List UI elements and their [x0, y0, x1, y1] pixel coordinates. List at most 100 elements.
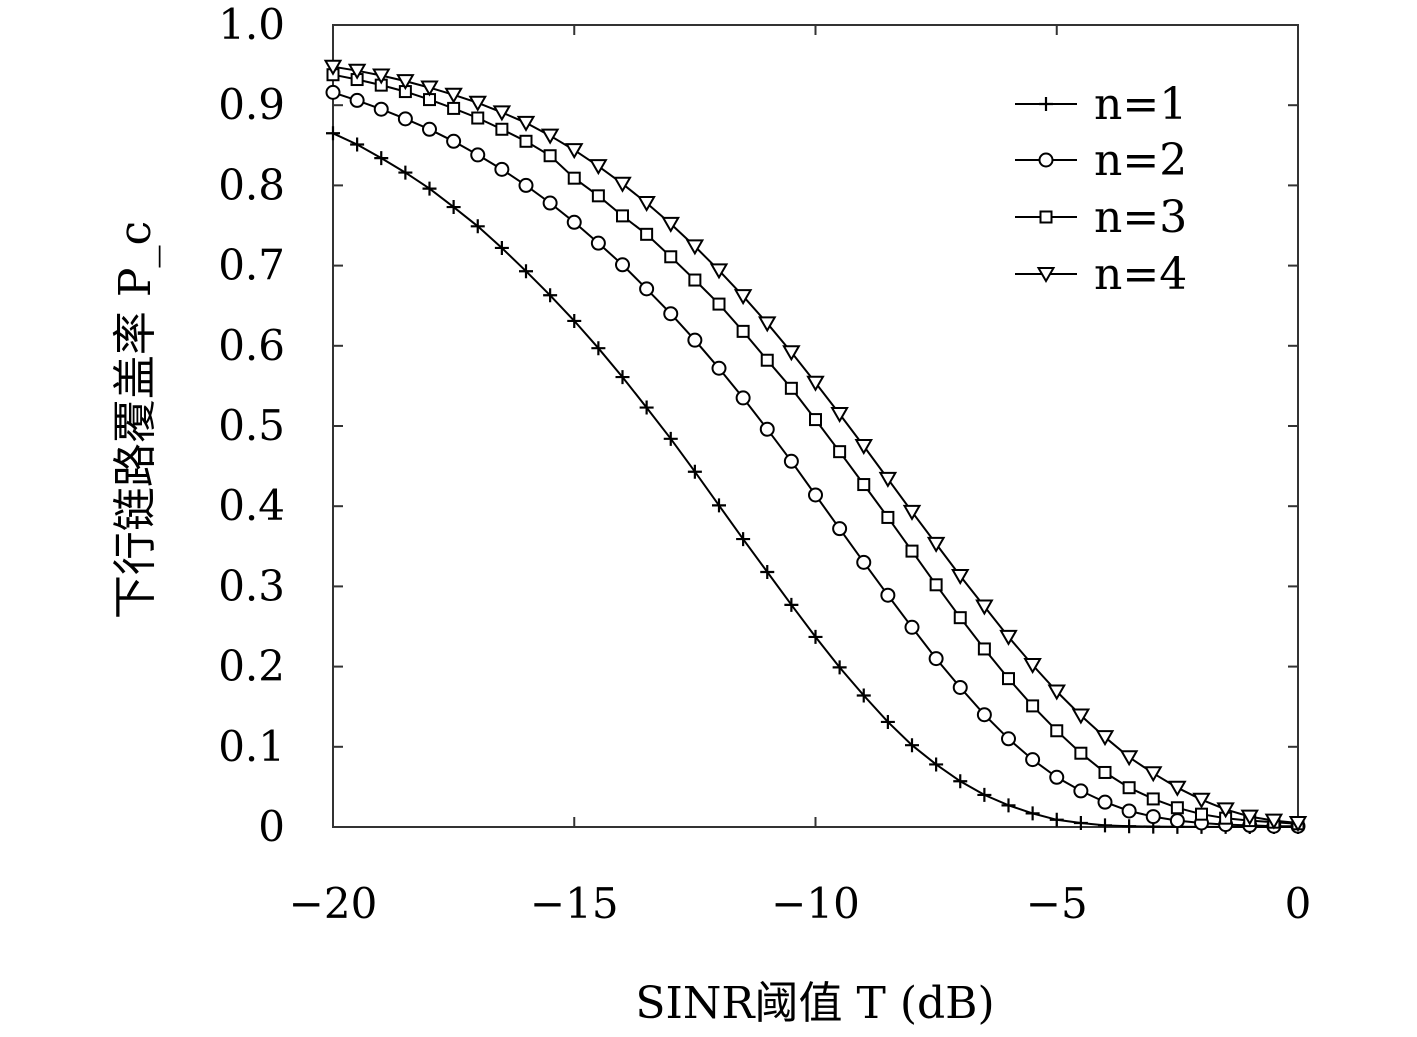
data-point: [664, 250, 678, 264]
axis-ticks: 0 0.1 0.2 0.3 0.4 0.5 0.6 0.7 0.8 0.9 1.0 −20 −15 −10…: [218, 0, 1311, 928]
legend-marker: [1038, 152, 1054, 168]
data-point: [929, 578, 943, 592]
series-4: [323, 59, 1308, 832]
data-point: [1073, 783, 1089, 799]
data-point: [1047, 684, 1066, 701]
legend-marker: [1039, 210, 1053, 224]
y-tick-label: 0.7: [218, 241, 285, 290]
data-point: [976, 707, 992, 723]
data-point: [590, 235, 606, 251]
y-tick-label: 0.9: [218, 80, 285, 129]
y-tick-label: 0.3: [218, 561, 285, 610]
data-point: [953, 774, 968, 789]
data-point: [687, 464, 702, 479]
legend: n=1n=2 n=3 n=4: [1015, 79, 1187, 300]
data-point: [1001, 731, 1016, 747]
data-point: [1192, 792, 1211, 809]
data-point: [806, 375, 825, 392]
data-point: [711, 360, 727, 376]
data-point: [856, 554, 872, 570]
data-point: [1264, 813, 1284, 830]
data-point: [444, 87, 463, 104]
data-point: [1240, 809, 1259, 826]
data-point: [663, 306, 679, 322]
data-point: [736, 532, 751, 547]
data-point: [878, 471, 898, 488]
data-point: [904, 619, 920, 635]
data-point: [856, 688, 871, 703]
data-point: [446, 133, 462, 149]
data-point: [396, 74, 415, 91]
data-point: [953, 611, 967, 625]
data-point: [565, 143, 584, 160]
data-point: [1146, 792, 1160, 806]
legend-label: n=4: [1094, 249, 1187, 300]
data-point: [374, 151, 389, 166]
data-point: [1195, 807, 1208, 821]
legend-label: n=3: [1094, 192, 1187, 243]
x-tick-label: 0: [1285, 879, 1312, 928]
data-point: [640, 227, 654, 241]
data-point: [832, 521, 848, 537]
data-point: [733, 289, 753, 306]
data-point: [784, 381, 798, 395]
series-1: [326, 126, 1305, 834]
data-point: [494, 161, 510, 177]
data-point: [688, 273, 702, 287]
data-point: [712, 498, 726, 513]
data-point: [516, 115, 536, 132]
data-point: [540, 128, 560, 145]
data-point: [349, 92, 365, 108]
data-point: [471, 111, 485, 125]
data-point: [420, 80, 439, 97]
data-point: [1049, 812, 1064, 827]
data-point: [758, 316, 777, 333]
data-point: [1025, 806, 1040, 821]
data-point: [881, 510, 895, 524]
data-point: [926, 536, 946, 553]
data-point: [615, 257, 630, 273]
data-point: [470, 219, 485, 234]
data-point: [616, 209, 629, 223]
data-point: [952, 679, 968, 695]
data-point: [709, 263, 729, 280]
x-axis-label: SINR阈值 T (dB): [635, 978, 994, 1029]
legend-entry: n=4: [1015, 249, 1187, 300]
x-tick-label: −5: [1026, 879, 1088, 928]
data-point: [902, 504, 922, 521]
data-point: [591, 189, 605, 203]
data-point: [1071, 708, 1091, 725]
data-point: [1095, 730, 1115, 747]
data-point: [373, 101, 389, 117]
data-point: [1001, 798, 1016, 813]
data-point: [591, 341, 606, 356]
data-point: [808, 487, 823, 503]
data-point: [1097, 794, 1113, 810]
data-point: [325, 84, 341, 100]
y-axis-label: 下行链路覆盖率 P_c: [110, 221, 161, 619]
data-point: [1121, 803, 1137, 819]
data-point: [639, 281, 655, 297]
data-point: [735, 390, 751, 406]
data-point: [1145, 809, 1161, 825]
data-point: [326, 126, 340, 141]
data-point: [519, 264, 533, 279]
data-point: [951, 568, 970, 585]
data-point: [830, 406, 849, 423]
y-tick-label: 0.6: [218, 321, 285, 370]
data-point: [567, 313, 582, 328]
x-tick-label: −15: [530, 879, 619, 928]
data-point: [637, 196, 656, 213]
data-point: [809, 413, 822, 427]
data-point: [1098, 765, 1112, 779]
data-point: [446, 200, 461, 215]
data-point: [566, 214, 582, 230]
data-point: [347, 63, 367, 80]
data-point: [1074, 746, 1088, 760]
legend-entry: n=2: [1015, 135, 1187, 186]
data-point: [808, 629, 823, 644]
data-point: [613, 176, 632, 193]
data-point: [1025, 752, 1041, 768]
data-point: [783, 453, 799, 469]
